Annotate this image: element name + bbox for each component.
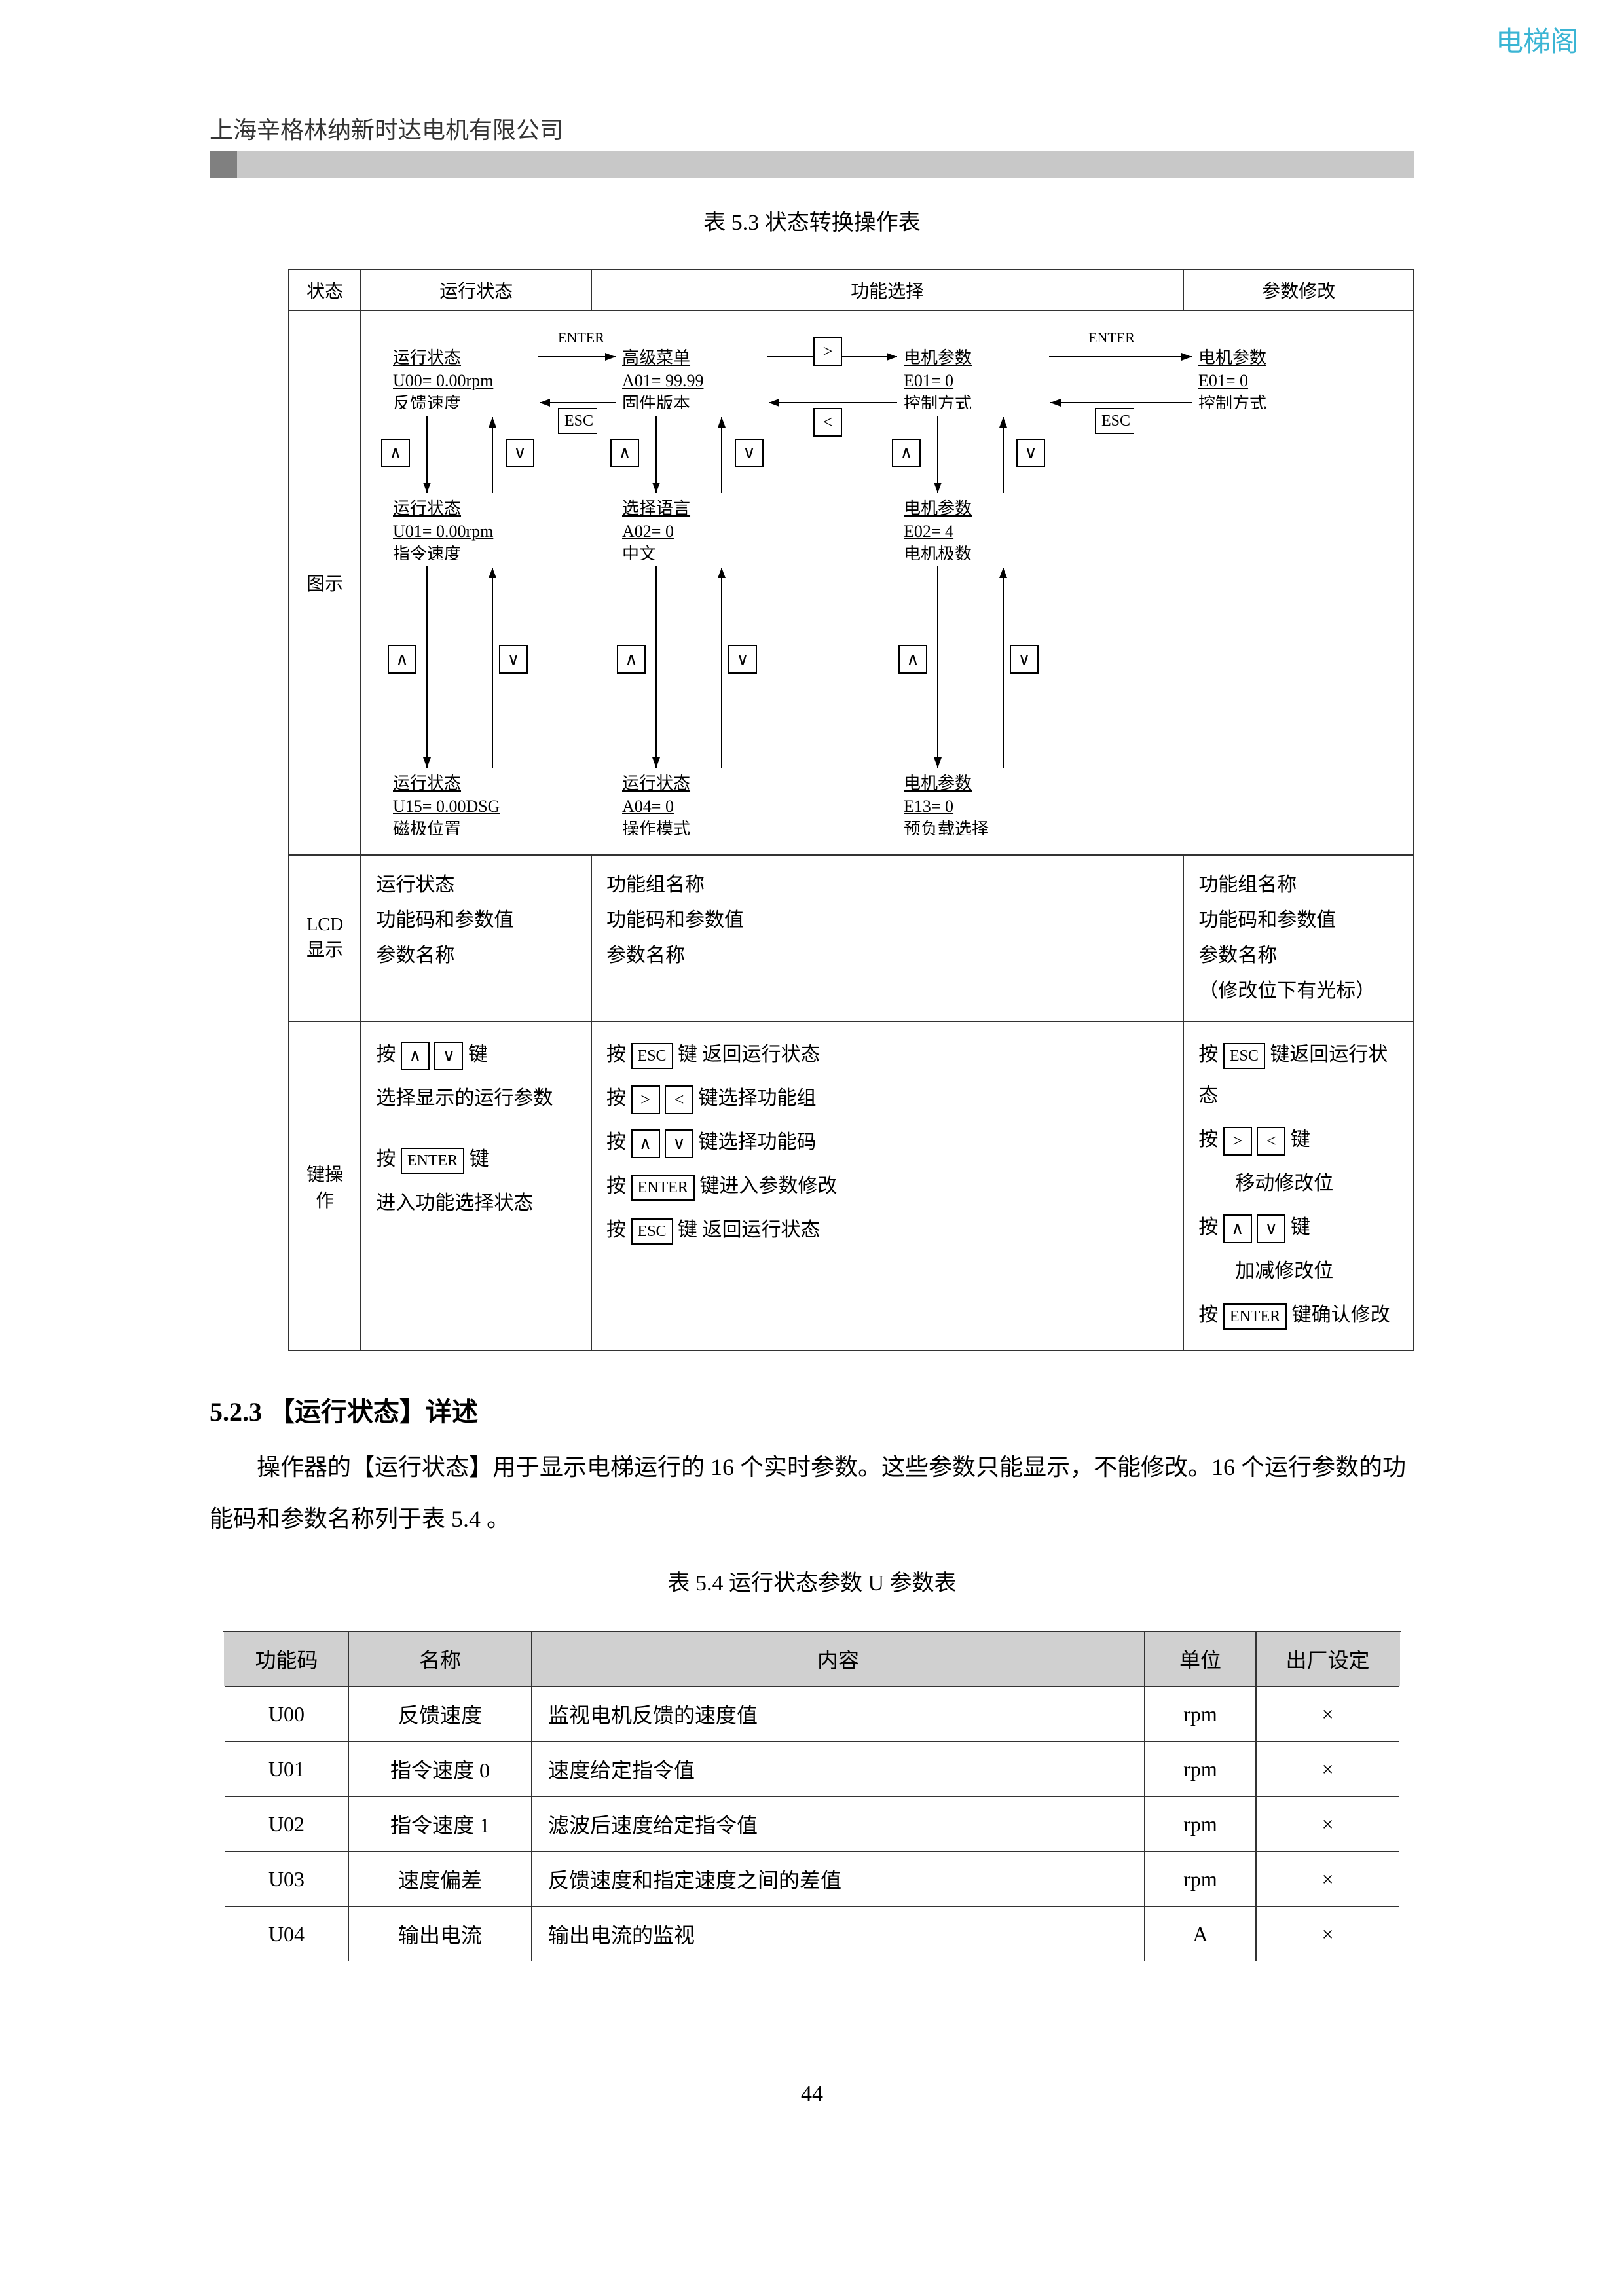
ph-desc: 内容 <box>532 1631 1145 1686</box>
ph-code: 功能码 <box>224 1631 348 1686</box>
ph-unit: 单位 <box>1145 1631 1256 1686</box>
keys-col2: 按 ∧ ∨ 键 选择显示的运行参数 按 ENTER 键 进入功能选择状态 <box>361 1021 591 1351</box>
enter-label: ENTER <box>558 329 604 346</box>
company-header: 上海辛格林纳新时达电机有限公司 <box>210 111 1414 145</box>
table-row: U04输出电流输出电流的监视A× <box>224 1906 1400 1962</box>
page-content: 上海辛格林纳新时达电机有限公司 表 5.3 状态转换操作表 状态 运行状态 功能… <box>210 111 1414 1963</box>
lcd-col2: 运行状态 功能码和参数值 参数名称 <box>361 855 591 1021</box>
row-keys-label: 键操作 <box>289 1021 361 1351</box>
watermark: 电梯阁 <box>1496 20 1578 60</box>
section-5-2-3-heading: 5.2.3 【运行状态】详述 <box>210 1391 1414 1429</box>
table-row: U00反馈速度监视电机反馈的速度值rpm× <box>224 1686 1400 1741</box>
page-number: 44 <box>0 2082 1624 2107</box>
keys-col4: 按 ESC 键返回运行状态 按 > < 键 移动修改位 按 ∧ ∨ 键 加减修改… <box>1183 1021 1414 1351</box>
diagram-cell: 运行状态 U00= 0.00rpm 反馈速度 高级菜单 A01= 99.99 固… <box>361 310 1414 855</box>
table-5-4-caption: 表 5.4 运行状态参数 U 参数表 <box>210 1565 1414 1597</box>
col-param: 参数修改 <box>1183 270 1414 310</box>
lcd-col3: 功能组名称 功能码和参数值 参数名称 <box>591 855 1183 1021</box>
state-transition-table: 状态 运行状态 功能选择 参数修改 图示 <box>288 269 1414 1351</box>
col-run: 运行状态 <box>361 270 591 310</box>
svg-text:ENTER: ENTER <box>1088 329 1135 346</box>
row-diagram-label: 图示 <box>289 310 361 855</box>
table-row: U01指令速度 0速度给定指令值rpm× <box>224 1741 1400 1796</box>
table-5-3-caption: 表 5.3 状态转换操作表 <box>210 204 1414 236</box>
ph-fac: 出厂设定 <box>1256 1631 1400 1686</box>
param-u-table: 功能码 名称 内容 单位 出厂设定 U00反馈速度监视电机反馈的速度值rpm×U… <box>223 1630 1401 1963</box>
ph-name: 名称 <box>348 1631 532 1686</box>
keys-col3: 按 ESC 键 返回运行状态 按 > < 键选择功能组 按 ∧ ∨ 键选择功能码… <box>591 1021 1183 1351</box>
section-body: 操作器的【运行状态】用于显示电梯运行的 16 个实时参数。这些参数只能显示，不能… <box>210 1442 1414 1545</box>
header-rule <box>210 151 1414 178</box>
state-diagram: 运行状态 U00= 0.00rpm 反馈速度 高级菜单 A01= 99.99 固… <box>361 311 1409 854</box>
enter-key: ENTER <box>401 1148 464 1174</box>
table-row: U03速度偏差反馈速度和指定速度之间的差值rpm× <box>224 1851 1400 1906</box>
down-icon: ∨ <box>434 1042 463 1070</box>
up-icon: ∧ <box>401 1042 430 1070</box>
col-state: 状态 <box>289 270 361 310</box>
row-lcd-label: LCD显示 <box>289 855 361 1021</box>
table-row: U02指令速度 1滤波后速度给定指令值rpm× <box>224 1796 1400 1851</box>
col-func: 功能选择 <box>591 270 1183 310</box>
lcd-col4: 功能组名称 功能码和参数值 参数名称 （修改位下有光标） <box>1183 855 1414 1021</box>
